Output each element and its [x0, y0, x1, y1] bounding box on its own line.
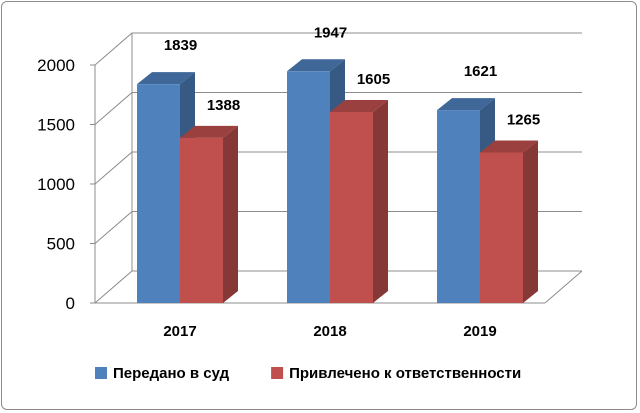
bar-side [223, 125, 238, 303]
gridline [94, 92, 582, 125]
x-tick-label: 2018 [313, 323, 346, 340]
legend-label: Передано в суд [113, 365, 230, 382]
data-label: 1265 [507, 111, 540, 128]
y-axis-ticks: 0 500 1000 1500 2000 [37, 56, 75, 313]
bar-top [287, 59, 345, 72]
bar-side [523, 140, 538, 303]
gridline [94, 151, 582, 185]
data-label: 1947 [314, 24, 347, 41]
y-tick-label: 2000 [37, 56, 75, 75]
bar-top [437, 98, 495, 111]
gridline [94, 270, 582, 304]
bar [330, 112, 373, 303]
gridlines [90, 32, 582, 304]
bar-top [180, 125, 238, 138]
bars: 1839 1388 1947 1605 1621 1265 [137, 24, 540, 303]
bar-top [480, 140, 538, 153]
data-label: 1839 [164, 37, 197, 54]
data-label: 1605 [357, 71, 390, 88]
floor-edge [544, 270, 583, 304]
legend: Передано в суд Привлечено к ответственнос… [95, 365, 521, 382]
bar-top [137, 72, 195, 85]
x-tick-label: 2019 [463, 323, 496, 340]
y-tick-label: 500 [47, 235, 75, 254]
bar-side [373, 100, 388, 303]
bar-top [330, 100, 388, 113]
legend-swatch [95, 367, 107, 379]
bar [180, 137, 223, 303]
legend-label: Привлечено к ответственности [289, 365, 521, 382]
data-label: 1388 [207, 97, 240, 114]
x-tick-label: 2017 [163, 323, 196, 340]
data-label: 1621 [464, 63, 497, 80]
gridline [94, 211, 582, 244]
bar [137, 84, 180, 303]
bar [437, 110, 480, 303]
bar [287, 71, 330, 303]
x-axis-labels: 2017 2018 2019 [163, 323, 496, 340]
bar [480, 152, 523, 303]
gridline [94, 32, 582, 66]
y-tick-label: 1000 [37, 175, 75, 194]
y-tick-label: 1500 [37, 116, 75, 135]
legend-swatch [271, 367, 284, 379]
y-tick-label: 0 [66, 294, 75, 313]
